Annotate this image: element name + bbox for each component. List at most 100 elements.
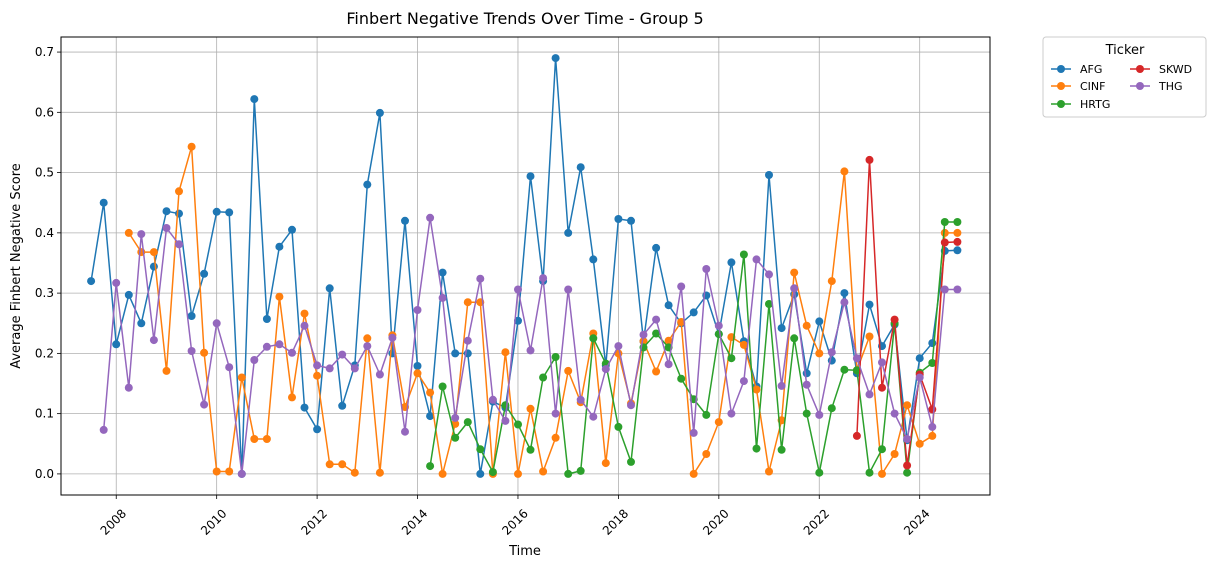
y-axis: 0.0 0.1 0.2 0.3 0.4 0.5 0.6 0.7 (35, 45, 61, 481)
data-point (852, 431, 861, 440)
data-point (212, 207, 221, 216)
data-point (689, 428, 698, 437)
data-point (727, 409, 736, 418)
data-point (739, 340, 748, 349)
data-point (689, 308, 698, 317)
data-point (790, 284, 799, 293)
legend-item-cinf: CINF (1051, 80, 1105, 93)
data-point (790, 334, 799, 343)
data-point (426, 412, 435, 421)
data-point (652, 367, 661, 376)
y-tick-label: 0.4 (35, 226, 54, 240)
data-point (212, 319, 221, 328)
data-point (275, 292, 284, 301)
data-point (865, 390, 874, 399)
data-point (815, 410, 824, 419)
data-point (162, 224, 171, 232)
legend-title: Ticker (1105, 43, 1145, 58)
y-axis-label: Average Finbert Negative Score (9, 163, 24, 369)
data-point (162, 366, 171, 375)
data-point (890, 409, 899, 418)
data-point (488, 468, 497, 477)
data-point (890, 315, 899, 324)
data-point (313, 425, 322, 434)
data-point (614, 342, 623, 351)
data-point (689, 469, 698, 478)
data-point (702, 450, 711, 458)
data-point (375, 468, 384, 477)
data-point (727, 258, 736, 267)
data-point (112, 340, 121, 349)
legend-box (1042, 36, 1207, 118)
data-point (375, 370, 384, 379)
data-point (790, 268, 799, 277)
y-tick-label: 0.1 (35, 407, 54, 421)
series-thg (99, 213, 962, 478)
data-point (149, 336, 158, 345)
data-point (915, 354, 924, 363)
data-point (928, 359, 937, 367)
data-point (576, 466, 585, 475)
data-point (739, 250, 748, 259)
data-point (840, 167, 849, 176)
data-point (802, 380, 811, 389)
data-point (878, 358, 886, 367)
data-point (338, 350, 347, 359)
data-point (288, 348, 296, 357)
data-point (237, 469, 246, 478)
data-point (426, 388, 435, 397)
data-point (187, 347, 196, 355)
data-point (551, 409, 560, 418)
legend-label: SKWD (1159, 63, 1192, 76)
data-point (488, 395, 497, 404)
legend: Ticker AFG CINF HRTG SKWD THG (1042, 36, 1207, 118)
data-point (601, 365, 610, 374)
data-point (275, 340, 284, 349)
data-point (288, 393, 296, 402)
data-point (300, 321, 309, 330)
data-point (714, 330, 723, 339)
legend-label: AFG (1080, 63, 1102, 76)
data-point (338, 401, 347, 410)
y-tick-label: 0.2 (35, 346, 54, 360)
legend-item-skwd: SKWD (1130, 63, 1192, 76)
legend-item-afg: AFG (1051, 63, 1102, 76)
x-tick-label: 2008 (98, 506, 129, 537)
data-point (451, 419, 460, 428)
data-point (388, 333, 397, 342)
data-point (175, 187, 183, 196)
data-point (124, 290, 133, 299)
data-point (262, 435, 271, 443)
data-point (514, 316, 522, 325)
data-point (777, 381, 786, 390)
data-point (802, 321, 811, 330)
y-tick-label: 0.3 (35, 286, 54, 300)
data-point (250, 435, 259, 443)
data-point (463, 418, 472, 427)
series-skwd (852, 155, 962, 470)
data-point (589, 255, 598, 264)
data-point (375, 108, 384, 117)
data-point (627, 216, 635, 225)
data-point (212, 467, 221, 476)
data-point (915, 439, 924, 448)
data-point (350, 468, 359, 477)
legend-marker (1057, 65, 1065, 73)
data-point (200, 348, 209, 357)
data-point (476, 469, 485, 478)
data-point (802, 409, 811, 418)
data-point (313, 371, 322, 380)
data-point (526, 346, 535, 355)
data-point (124, 228, 133, 237)
data-point (175, 209, 183, 218)
data-point (363, 180, 372, 189)
data-point (162, 207, 171, 216)
data-point (777, 324, 786, 333)
data-point (225, 363, 234, 372)
data-point (940, 228, 949, 237)
data-point (953, 237, 962, 246)
data-point (526, 404, 535, 413)
data-point (928, 339, 937, 348)
data-point (865, 300, 874, 309)
legend-marker (1136, 82, 1144, 90)
